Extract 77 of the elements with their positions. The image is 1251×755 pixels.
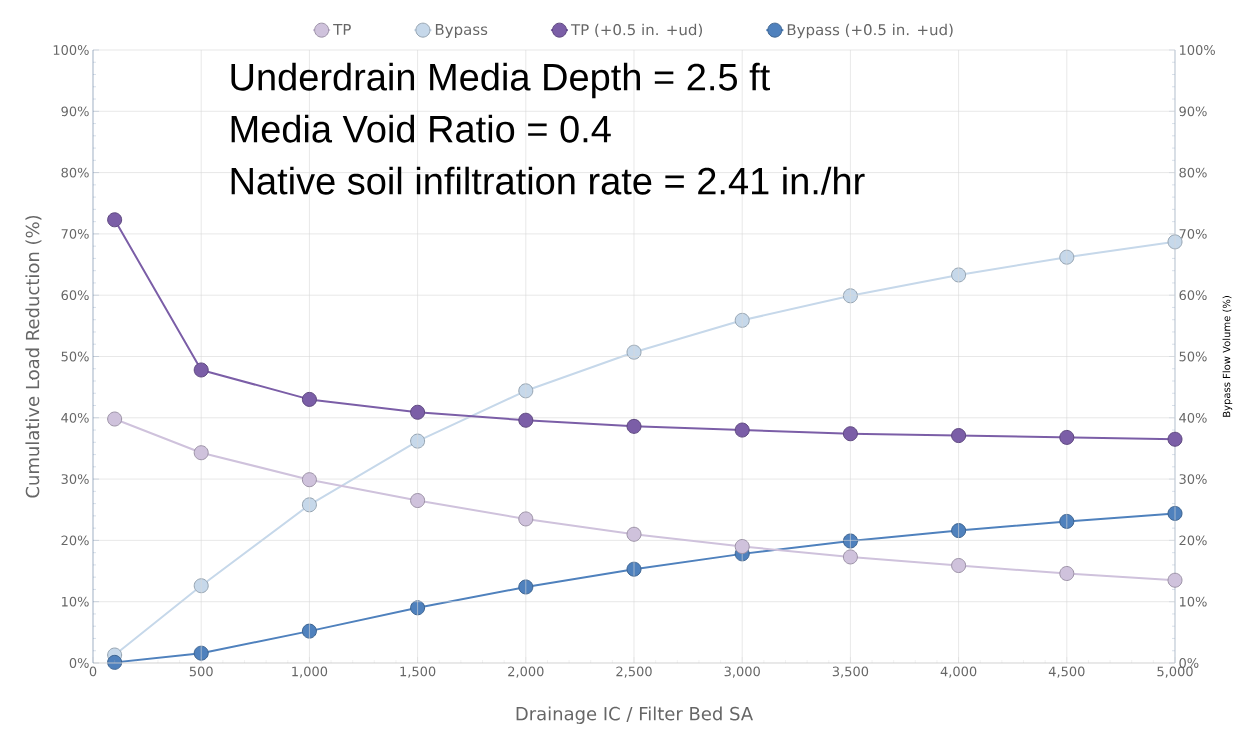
point <box>193 362 209 378</box>
point <box>842 549 858 565</box>
y-tick-label: 70% <box>61 228 89 239</box>
point <box>951 523 967 539</box>
point <box>734 312 750 328</box>
point <box>410 433 426 449</box>
y2-axis-title: Bypass Flow Volume (%) <box>1222 296 1233 417</box>
point <box>518 511 534 527</box>
y-tick-label: 20% <box>61 535 89 546</box>
y2-tick-label: 70% <box>1179 228 1207 239</box>
y-tick-label: 0% <box>69 658 89 668</box>
point <box>951 558 967 574</box>
x-tick-label: 4,000 <box>940 666 977 678</box>
legend-label: Bypass <box>435 23 488 38</box>
point <box>1059 513 1075 529</box>
x-tick-label: 5,000 <box>1157 666 1193 678</box>
point <box>193 445 209 461</box>
x-tick-label: 1,500 <box>400 666 436 678</box>
y2-tick-label: 30% <box>1179 474 1207 485</box>
y-tick-label: 30% <box>61 474 89 485</box>
y2-tick-label: 20% <box>1179 535 1207 546</box>
x-tick-label: 4,500 <box>1048 666 1085 678</box>
point <box>1059 429 1075 445</box>
point <box>842 426 858 442</box>
x-tick-label: 0 <box>89 666 97 677</box>
point <box>193 578 209 594</box>
point <box>301 472 317 488</box>
point <box>1059 249 1075 265</box>
y-tick-label: 80% <box>61 167 89 178</box>
x-axis-title: Drainage IC / Filter Bed SA <box>516 706 754 724</box>
point <box>1167 431 1183 447</box>
y-tick-label: 50% <box>61 351 89 362</box>
point <box>301 391 317 407</box>
x-tick-label: 3,500 <box>832 666 869 678</box>
point <box>1167 572 1183 588</box>
y2-tick-label: 50% <box>1179 351 1207 362</box>
annotation: Native soil infiltration rate = 2.41 in./hr <box>231 166 865 195</box>
x-tick-label: 1,000 <box>292 666 328 678</box>
point <box>518 383 534 399</box>
annotation: Underdrain Media Depth = 2.5 ft <box>231 62 770 99</box>
y-tick-label: 40% <box>61 412 89 423</box>
y2-tick-label: 100% <box>1179 45 1215 55</box>
point <box>301 497 317 513</box>
point <box>734 422 750 438</box>
point <box>518 412 534 428</box>
legend-label: Bypass (+0.5 in. +ud) <box>787 23 953 39</box>
point <box>301 623 317 639</box>
y-tick-label: 10% <box>62 596 89 607</box>
point <box>410 404 426 420</box>
x-tick-label: 500 <box>189 666 213 677</box>
y2-tick-label: 90% <box>1179 106 1207 117</box>
annotation: Media Void Ratio = 0.4 <box>231 114 611 143</box>
x-tick-label: 3,000 <box>724 666 760 678</box>
point <box>193 645 209 661</box>
x-tick-label: 2,500 <box>616 666 652 678</box>
point <box>734 539 750 555</box>
y2-tick-label: 80% <box>1179 167 1207 178</box>
point <box>518 579 534 595</box>
point <box>626 526 642 542</box>
y-axis-title: Cumulative Load Reduction (%) <box>25 215 42 498</box>
point <box>107 212 123 228</box>
y-tick-label: 100% <box>53 45 89 55</box>
x-tick-label: 2,000 <box>508 666 544 678</box>
point <box>626 418 642 434</box>
y2-tick-label: 0% <box>1179 658 1199 668</box>
point <box>410 493 426 509</box>
point <box>951 428 967 444</box>
y-tick-label: 60% <box>61 290 89 301</box>
point <box>107 411 123 427</box>
y2-tick-label: 40% <box>1179 412 1207 423</box>
legend-label: TP (+0.5 in. +ud) <box>570 23 702 38</box>
y2-tick-label: 60% <box>1179 290 1207 301</box>
y-tick-label: 90% <box>61 106 89 117</box>
legend-label: TP <box>333 23 351 35</box>
point <box>951 267 967 283</box>
y2-tick-label: 10% <box>1179 596 1207 607</box>
point <box>1059 565 1075 581</box>
